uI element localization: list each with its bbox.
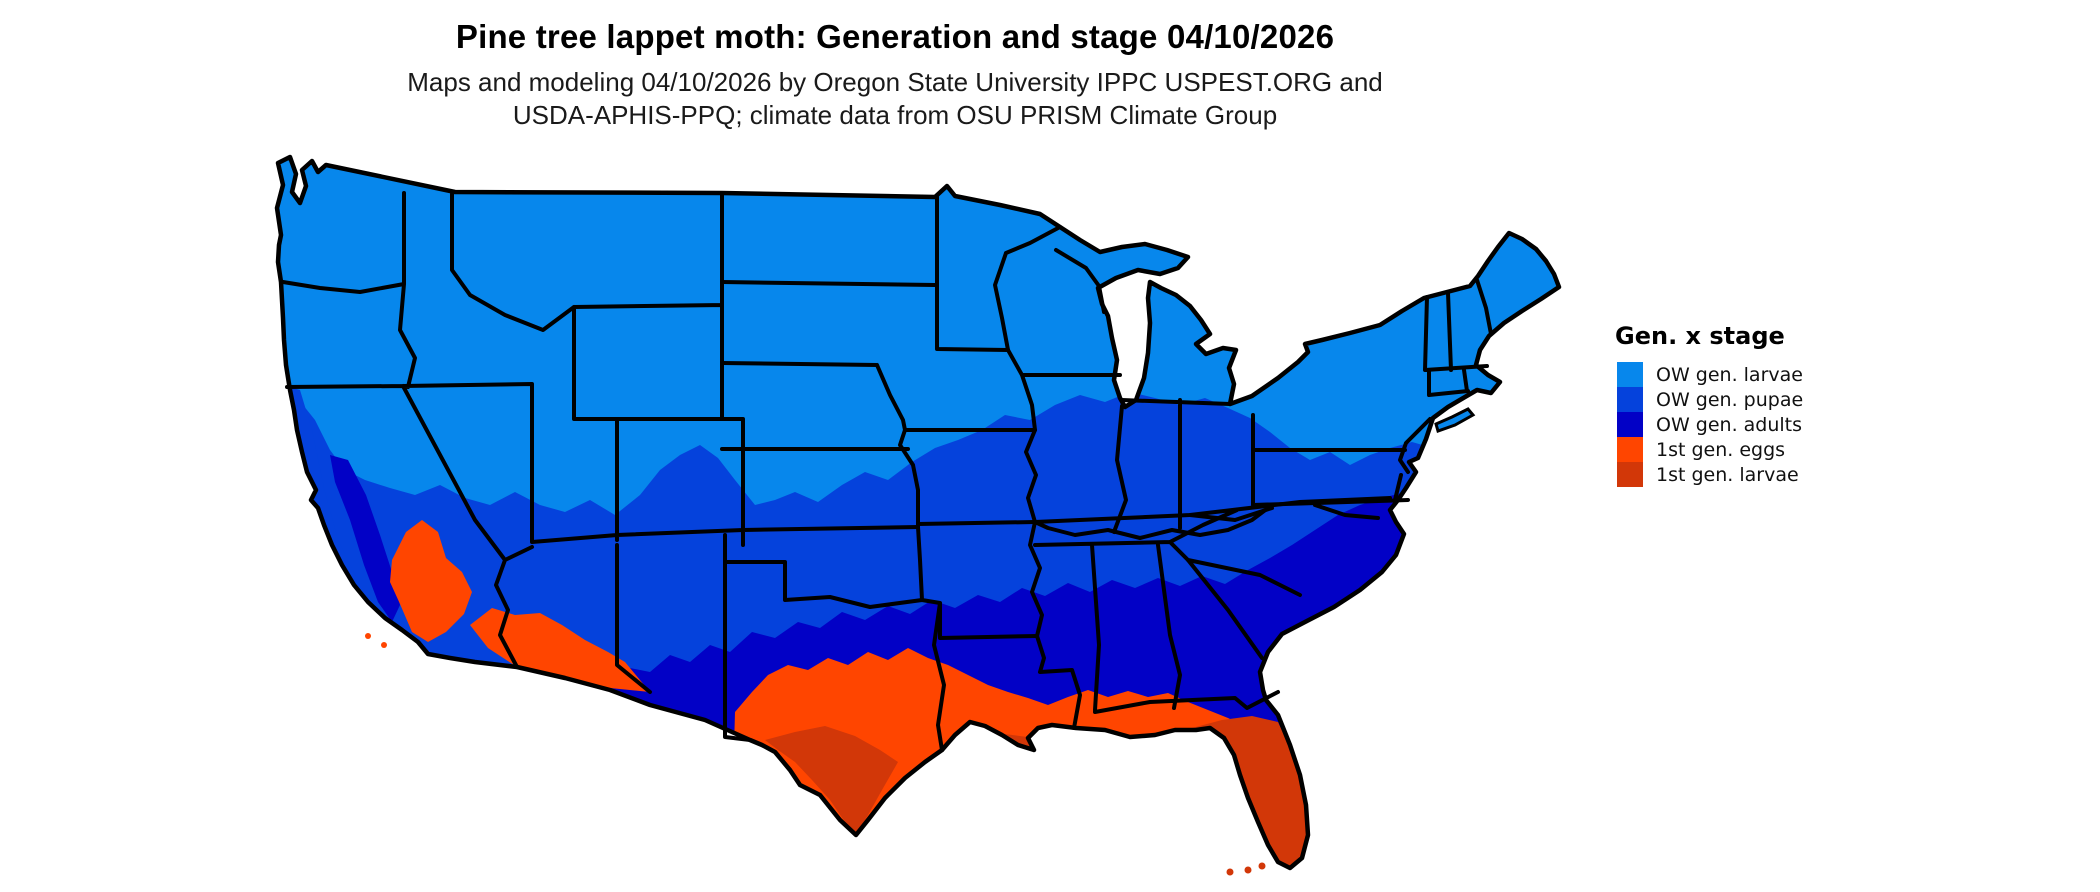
legend-item: OW gen. larvae	[1607, 362, 1907, 387]
subtitle-line-2: USDA-APHIS-PPQ; climate data from OSU PR…	[512, 100, 1278, 130]
legend-label: OW gen. pupae	[1656, 388, 1804, 411]
region-1st-larvae-florida	[1192, 716, 1308, 866]
state-borders-south	[1033, 496, 1392, 730]
long-island	[1434, 407, 1476, 433]
legend-label: 1st gen. larvae	[1656, 463, 1799, 486]
state-borders-east	[1188, 278, 1493, 522]
channel-island	[365, 633, 371, 639]
legend-swatch-ow-adults	[1617, 412, 1643, 437]
legend-swatch-ow-pupae	[1617, 387, 1643, 412]
page-subtitle: Maps and modeling 04/10/2026 by Oregon S…	[0, 66, 1790, 132]
legend-item: 1st gen. larvae	[1607, 462, 1907, 487]
region-eggs-mojave	[390, 520, 472, 642]
legend-label: 1st gen. eggs	[1656, 438, 1786, 461]
florida-keys-island	[1258, 862, 1266, 870]
state-borders	[281, 191, 1493, 752]
region-1st-larvae-south-texas	[765, 726, 898, 835]
region-eggs-arizona	[470, 608, 650, 692]
florida-keys-island	[1226, 868, 1234, 876]
subtitle-line-1: Maps and modeling 04/10/2026 by Oregon S…	[407, 67, 1383, 97]
legend-swatch-1st-larvae	[1617, 462, 1643, 487]
legend-swatch-ow-larvae	[1617, 362, 1643, 387]
legend-item: 1st gen. eggs	[1607, 437, 1907, 462]
region-adults-central-valley	[330, 455, 400, 622]
state-borders-midwest	[993, 225, 1274, 638]
legend-title: Gen. x stage	[1615, 322, 1785, 350]
legend-item: OW gen. pupae	[1607, 387, 1907, 412]
legend-item: OW gen. adults	[1607, 412, 1907, 437]
channel-island	[381, 642, 387, 648]
page-title: Pine tree lappet moth: Generation and st…	[455, 18, 1335, 55]
islands	[365, 407, 1476, 876]
florida-keys-island	[1244, 866, 1252, 874]
legend-label: OW gen. larvae	[1656, 363, 1803, 386]
legend-swatch-1st-eggs	[1617, 437, 1643, 462]
region-coastal-pupae-strip	[283, 385, 360, 585]
state-borders-plains	[720, 195, 1039, 752]
legend-label: OW gen. adults	[1656, 413, 1803, 436]
state-borders-west	[281, 191, 920, 742]
legend: Gen. x stage OW gen. larvae OW gen. pupa…	[1607, 322, 1907, 487]
